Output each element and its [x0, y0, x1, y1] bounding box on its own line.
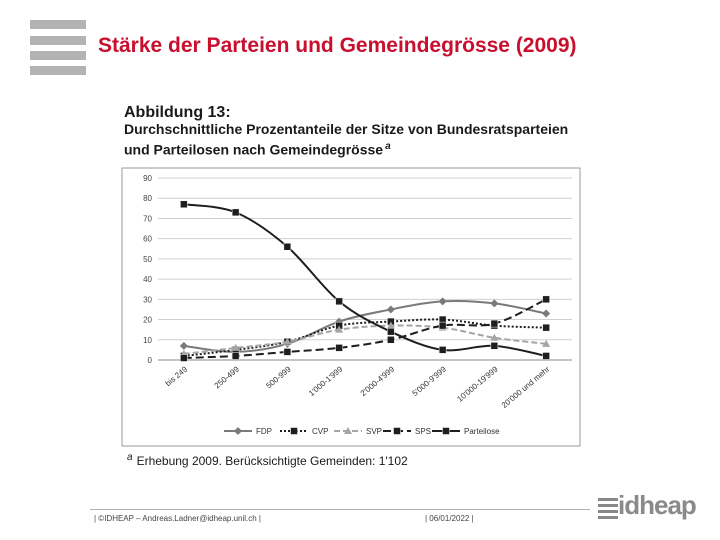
series-line-cvp: [183, 318, 547, 357]
data-point-sps: [231, 352, 240, 360]
data-point-svp: [231, 343, 240, 351]
caption-marker: a: [385, 141, 391, 152]
data-point-fdp: [386, 305, 395, 314]
data-point-sps: [542, 295, 550, 304]
data-point-svp: [386, 321, 395, 329]
y-tick-label: 0: [148, 356, 153, 365]
data-point-fdp: [542, 309, 551, 318]
series-line-fdp: [183, 299, 547, 353]
data-point-parteilose: [283, 243, 292, 251]
legend-label-svp: SVP: [366, 427, 382, 436]
legend-marker-svp: [344, 427, 352, 434]
footnote-text: Erhebung 2009. Berücksichtigte Gemeinden…: [136, 454, 408, 468]
legend-label-cvp: CVP: [312, 427, 328, 436]
data-point-parteilose: [438, 346, 447, 354]
y-tick-label: 50: [143, 255, 152, 264]
y-tick-label: 10: [143, 336, 152, 345]
figure-caption-line2: und Parteilosen nach Gemeindegrösse: [124, 141, 384, 158]
y-tick-label: 30: [143, 295, 152, 304]
y-tick-label: 80: [143, 194, 152, 203]
data-point-parteilose: [231, 208, 240, 217]
data-point-sps: [335, 344, 343, 352]
y-tick-label: 90: [143, 174, 152, 183]
series-line-sps: [183, 298, 547, 359]
logo-text: idheap: [618, 490, 697, 520]
data-point-svp: [335, 325, 344, 333]
figure-heading: Abbildung 13: Durchschnittliche Prozenta…: [124, 104, 568, 159]
data-point-fdp: [438, 297, 447, 306]
data-point-sps: [387, 336, 395, 344]
y-tick-label: 20: [143, 316, 152, 325]
data-point-sps: [180, 354, 188, 362]
data-point-parteilose: [542, 352, 550, 360]
data-point-sps: [490, 319, 499, 328]
figure-label: Abbildung 13:: [124, 104, 231, 121]
data-point-svp: [283, 337, 292, 345]
legend-marker-fdp: [234, 427, 242, 435]
slide-title: Stärke der Parteien und Gemeindegrösse (…: [98, 34, 577, 57]
data-point-fdp: [490, 299, 499, 308]
data-point-parteilose: [490, 342, 499, 350]
legend-label-parteilose: Parteilose: [464, 427, 500, 436]
data-point-fdp: [179, 341, 188, 350]
idheap-logo: idheap: [598, 490, 697, 524]
footer-contact: | ©IDHEAP – Andreas.Ladner@idheap.unil.c…: [94, 514, 262, 523]
legend-marker-parteilose: [442, 427, 450, 435]
data-point-parteilose: [180, 200, 188, 209]
y-tick-label: 70: [143, 214, 152, 223]
series-line-parteilose: [183, 203, 547, 357]
figure-footnote: a Erhebung 2009. Berücksichtigte Gemeinde…: [127, 452, 408, 468]
chart-frame: [121, 167, 581, 447]
data-point-sps: [438, 321, 447, 330]
footer-date: | 06/01/2022 |: [425, 514, 474, 523]
legend-label-sps: SPS: [415, 427, 431, 436]
y-tick-label: 60: [143, 235, 152, 244]
figure-caption-line1: Durchschnittliche Prozentanteile der Sit…: [124, 121, 569, 137]
series-line-svp: [183, 324, 547, 355]
data-point-cvp: [542, 323, 550, 332]
legend-marker-sps: [393, 427, 401, 435]
data-point-sps: [283, 348, 292, 356]
legend-marker-cvp: [290, 427, 298, 435]
data-point-parteilose: [335, 297, 343, 306]
data-point-svp: [490, 333, 499, 341]
y-tick-label: 40: [143, 275, 152, 284]
legend-label-fdp: FDP: [256, 427, 272, 436]
footnote-marker: a: [127, 452, 133, 463]
footer-divider: [90, 509, 590, 510]
data-point-svp: [542, 339, 551, 347]
logo-bars: [30, 20, 86, 76]
data-point-parteilose: [387, 327, 395, 336]
